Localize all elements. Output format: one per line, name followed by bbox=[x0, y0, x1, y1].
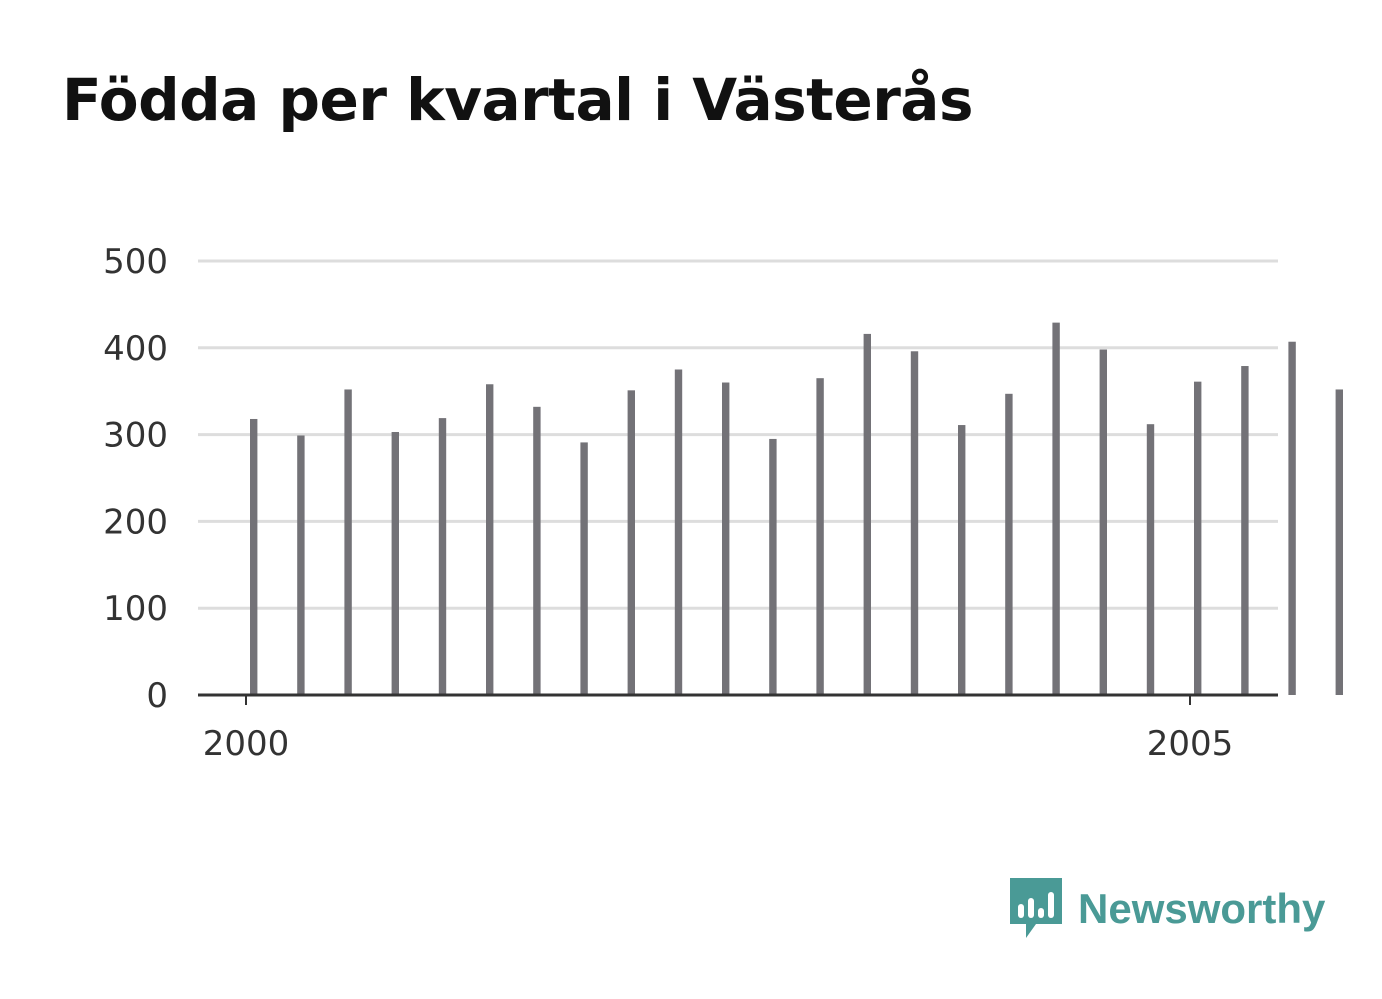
brand-name: Newsworthy bbox=[1078, 885, 1326, 932]
grid-lines bbox=[198, 259, 1278, 610]
bar-2000-q3 bbox=[344, 389, 352, 695]
bar-2004-q3 bbox=[1099, 349, 1107, 695]
bar-2002-q2 bbox=[674, 369, 683, 695]
bar-2000-q4 bbox=[391, 431, 399, 695]
y-tick-label-500: 500 bbox=[103, 242, 168, 282]
bar-2005-q3 bbox=[1288, 341, 1296, 695]
bar-2004-q4 bbox=[1146, 424, 1155, 695]
bar-2003-q3 bbox=[910, 351, 919, 695]
bar-2000-q2 bbox=[297, 435, 305, 695]
bar-2002-q4 bbox=[769, 438, 777, 695]
x-tick-label-2005: 2005 bbox=[1147, 724, 1234, 764]
y-tick-label-0: 0 bbox=[146, 676, 168, 716]
bar-2002-q1 bbox=[627, 390, 635, 695]
bars bbox=[250, 322, 1343, 695]
bar-2001-q1 bbox=[438, 418, 447, 695]
x-tick-label-2000: 2000 bbox=[203, 724, 290, 764]
axes bbox=[198, 693, 1278, 705]
tick-labels: 0100200300400500200020052010201520202025… bbox=[103, 242, 1234, 764]
bar-2000-q1 bbox=[250, 418, 258, 695]
bar-2001-q2 bbox=[486, 384, 494, 695]
y-tick-label-200: 200 bbox=[103, 502, 168, 542]
bar-2002-q3 bbox=[722, 382, 730, 695]
bar-2003-q2 bbox=[863, 333, 871, 695]
y-tick-label-400: 400 bbox=[103, 329, 168, 369]
bar-2004-q1 bbox=[1005, 393, 1013, 695]
bar-2001-q3 bbox=[533, 406, 541, 695]
bar-2003-q1 bbox=[816, 378, 824, 695]
bar-2001-q4 bbox=[580, 442, 588, 695]
bar-2005-q2 bbox=[1241, 366, 1249, 695]
bar-2003-q4 bbox=[958, 425, 966, 695]
bar-2004-q2 bbox=[1052, 322, 1060, 695]
bar-2005-q1 bbox=[1194, 381, 1202, 695]
chart-title: Födda per kvartal i Västerås bbox=[62, 66, 973, 134]
bar-2005-q4 bbox=[1335, 389, 1343, 695]
brand-logo: Newsworthy bbox=[1010, 878, 1325, 940]
y-tick-label-300: 300 bbox=[103, 416, 168, 456]
newsworthy-chart-badge-icon bbox=[1010, 878, 1062, 938]
y-tick-label-100: 100 bbox=[103, 589, 168, 629]
